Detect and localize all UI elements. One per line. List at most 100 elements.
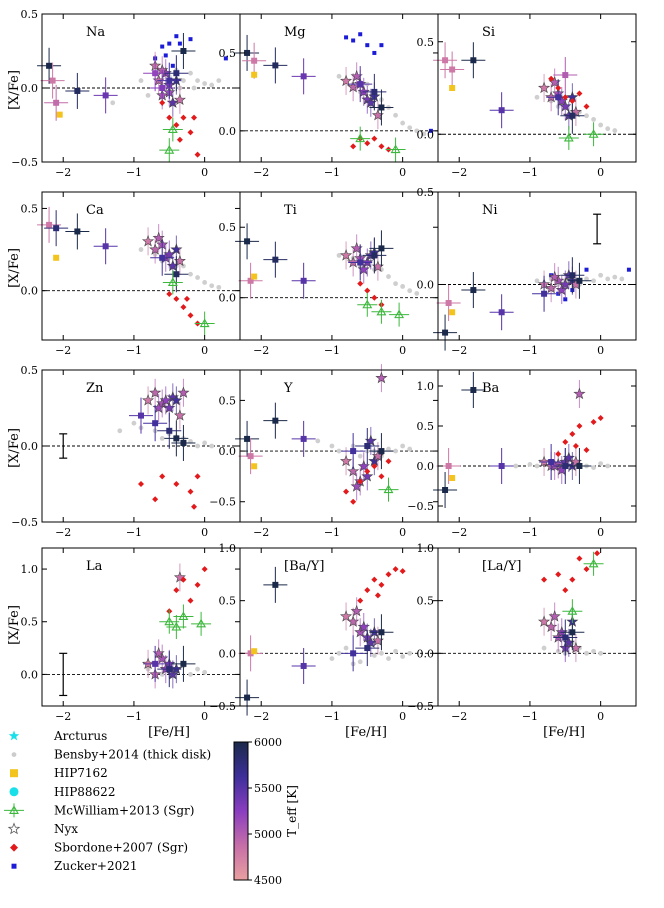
mcwilliam-point <box>164 145 175 154</box>
sbordone-point <box>378 473 385 480</box>
y-tick-label: 0.0 <box>219 292 237 305</box>
x-tick-label: −2 <box>55 526 71 539</box>
bensby-point <box>202 280 208 285</box>
legend-label: Bensby+2014 (thick disk) <box>54 748 211 762</box>
y-tick-label: 1.0 <box>417 380 435 393</box>
bensby-point <box>400 443 406 449</box>
bensby-point <box>534 463 540 469</box>
teff-point <box>576 463 583 469</box>
y-tick-label: 1.0 <box>417 542 435 555</box>
sbordone-point <box>152 496 159 503</box>
sbordone-point <box>191 114 198 121</box>
teff-point <box>53 99 60 106</box>
x-tick-label: −2 <box>451 710 467 723</box>
sbordone-point <box>555 571 562 578</box>
bensby-point <box>400 654 406 659</box>
teff-point <box>180 48 187 54</box>
x-tick-label: −2 <box>55 710 71 723</box>
mcwilliam-point <box>588 558 599 568</box>
sbordone-point <box>562 94 569 101</box>
teff-point <box>166 77 173 84</box>
nyx-point <box>548 270 561 283</box>
panel-label: [La/Y] <box>482 559 522 574</box>
x-tick-label: −1 <box>324 166 340 179</box>
teff-point <box>569 112 576 119</box>
zucker-point <box>188 37 193 42</box>
teff-point <box>166 427 173 434</box>
panel-label: Ba <box>482 381 500 396</box>
x-tick-label: −1 <box>324 710 340 723</box>
sbordone-point <box>583 103 590 110</box>
teff-point <box>449 66 456 73</box>
sbordone-point <box>576 90 583 97</box>
legend-label: HIP88622 <box>54 785 115 799</box>
zucker-point <box>563 297 568 302</box>
zucker-point <box>372 50 377 55</box>
nyx-point <box>170 662 183 675</box>
legend-marker <box>10 769 18 778</box>
teff-point <box>272 581 279 588</box>
y-tick-label: 0.5 <box>219 221 237 234</box>
y-tick-label: 1.0 <box>21 563 39 576</box>
mcwilliam-point <box>390 144 401 154</box>
sbordone-point <box>385 571 392 578</box>
y-tick-label: 0.0 <box>219 125 237 138</box>
nyx-point <box>141 394 155 406</box>
teff-point <box>442 57 449 64</box>
teff-point <box>244 49 251 56</box>
colorbar: 4500 5000 5500 6000 T_eff [K] <box>233 736 299 887</box>
panel-frame <box>41 13 241 163</box>
zucker-point <box>160 44 165 49</box>
y-tick-label: 0.0 <box>21 82 39 95</box>
teff-point <box>498 107 505 114</box>
sbordone-point <box>597 415 604 421</box>
nyx-point <box>149 386 162 398</box>
colorbar-tick-label: 5500 <box>254 782 282 795</box>
teff-point <box>378 629 385 636</box>
teff-point <box>350 448 357 455</box>
sbordone-point <box>173 587 180 594</box>
bensby-point <box>407 125 413 131</box>
x-tick-label: 0 <box>201 710 208 723</box>
nyx-point <box>361 470 374 482</box>
hip7162-point <box>53 254 60 261</box>
bensby-point <box>598 122 604 128</box>
panel-frame <box>437 547 637 707</box>
nyx-point <box>548 610 561 622</box>
panel-label: Ni <box>482 203 498 218</box>
y-tick-label: 0.0 <box>21 668 39 681</box>
y-tick-label: 0.0 <box>417 460 435 473</box>
sbordone-point <box>357 597 364 604</box>
mcwilliam-point <box>164 616 175 626</box>
mcwilliam-point <box>563 132 574 142</box>
teff-point <box>272 417 279 424</box>
x-axis-label: [Fe/H] <box>543 725 585 740</box>
x-tick-label: 0 <box>597 526 604 539</box>
x-axis-label: [Fe/H] <box>345 725 387 740</box>
panel-frame <box>41 547 241 707</box>
teff-point <box>159 254 166 261</box>
x-tick-label: −1 <box>522 166 538 179</box>
nyx-point <box>152 231 165 244</box>
sbordone-point <box>173 122 180 128</box>
teff-point <box>300 73 307 80</box>
x-tick-label: 0 <box>597 344 604 357</box>
y-tick-label: 0.5 <box>21 616 39 629</box>
sbordone-point <box>194 473 201 480</box>
y-tick-label: 0.5 <box>219 394 237 407</box>
bensby-point <box>343 645 349 651</box>
y-tick-label: 0.0 <box>21 440 39 453</box>
bensby-point <box>138 78 144 83</box>
colorbar-tick-label: 5000 <box>254 828 282 841</box>
bensby-point <box>336 253 342 258</box>
sbordone-point <box>343 488 350 495</box>
sbordone-point <box>187 312 194 319</box>
sbordone-point <box>173 481 180 487</box>
y-tick-label: 0.5 <box>417 36 435 49</box>
bensby-point <box>421 131 427 137</box>
bensby-point <box>131 420 137 426</box>
legend-marker <box>11 752 17 757</box>
sbordone-point <box>187 129 194 136</box>
teff-point <box>569 272 576 279</box>
panel-frame <box>437 369 637 523</box>
